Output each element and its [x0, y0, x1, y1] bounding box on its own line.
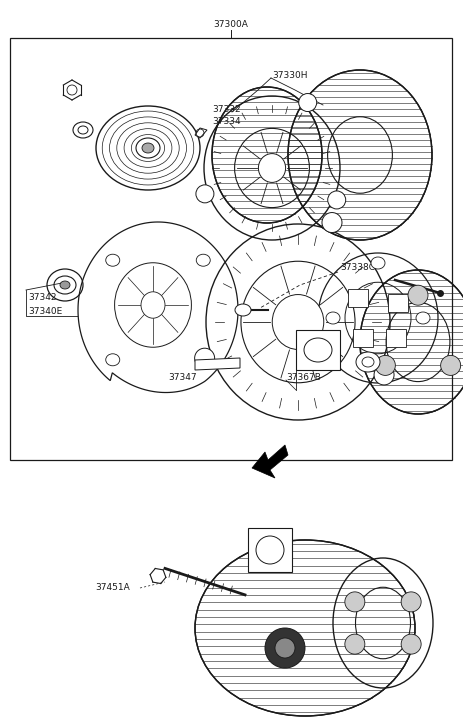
Text: 37342: 37342: [28, 294, 56, 302]
Polygon shape: [252, 445, 288, 478]
Ellipse shape: [401, 592, 421, 612]
Polygon shape: [78, 222, 238, 393]
Bar: [296, 330, 340, 370]
Ellipse shape: [356, 352, 380, 372]
Bar: [10, 38, 452, 460]
Ellipse shape: [328, 191, 346, 209]
Ellipse shape: [196, 185, 214, 203]
Ellipse shape: [196, 254, 210, 266]
Ellipse shape: [235, 304, 251, 316]
Ellipse shape: [141, 292, 165, 318]
Ellipse shape: [258, 153, 286, 182]
Polygon shape: [195, 358, 240, 370]
Ellipse shape: [142, 143, 154, 153]
Ellipse shape: [345, 592, 365, 612]
Ellipse shape: [371, 257, 385, 269]
Text: 37300A: 37300A: [213, 20, 249, 29]
Ellipse shape: [196, 354, 210, 366]
Ellipse shape: [265, 628, 305, 668]
Ellipse shape: [60, 281, 70, 289]
Ellipse shape: [275, 638, 295, 658]
Ellipse shape: [345, 634, 365, 654]
Polygon shape: [195, 128, 207, 138]
Ellipse shape: [106, 354, 120, 366]
Bar: [248, 528, 292, 572]
Ellipse shape: [322, 212, 342, 233]
Ellipse shape: [106, 254, 120, 266]
Ellipse shape: [194, 348, 215, 368]
Ellipse shape: [408, 285, 428, 305]
Bar: [386, 329, 406, 347]
Bar: [388, 294, 408, 312]
Bar: [353, 329, 373, 347]
Text: 37338C: 37338C: [340, 263, 375, 273]
Text: 37340E: 37340E: [28, 308, 62, 316]
Text: 37332: 37332: [212, 105, 241, 113]
Ellipse shape: [374, 365, 394, 385]
Text: 37334: 37334: [212, 118, 241, 126]
Text: 37347: 37347: [168, 374, 197, 382]
Text: 37451A: 37451A: [95, 584, 130, 593]
Ellipse shape: [272, 294, 324, 350]
Bar: [348, 289, 368, 307]
Ellipse shape: [136, 138, 160, 158]
Ellipse shape: [326, 312, 340, 324]
Text: 37330H: 37330H: [272, 71, 307, 79]
Ellipse shape: [441, 356, 461, 375]
Ellipse shape: [416, 312, 430, 324]
Ellipse shape: [299, 94, 317, 111]
Ellipse shape: [401, 634, 421, 654]
Ellipse shape: [375, 356, 395, 375]
Text: 37367B: 37367B: [286, 374, 321, 382]
